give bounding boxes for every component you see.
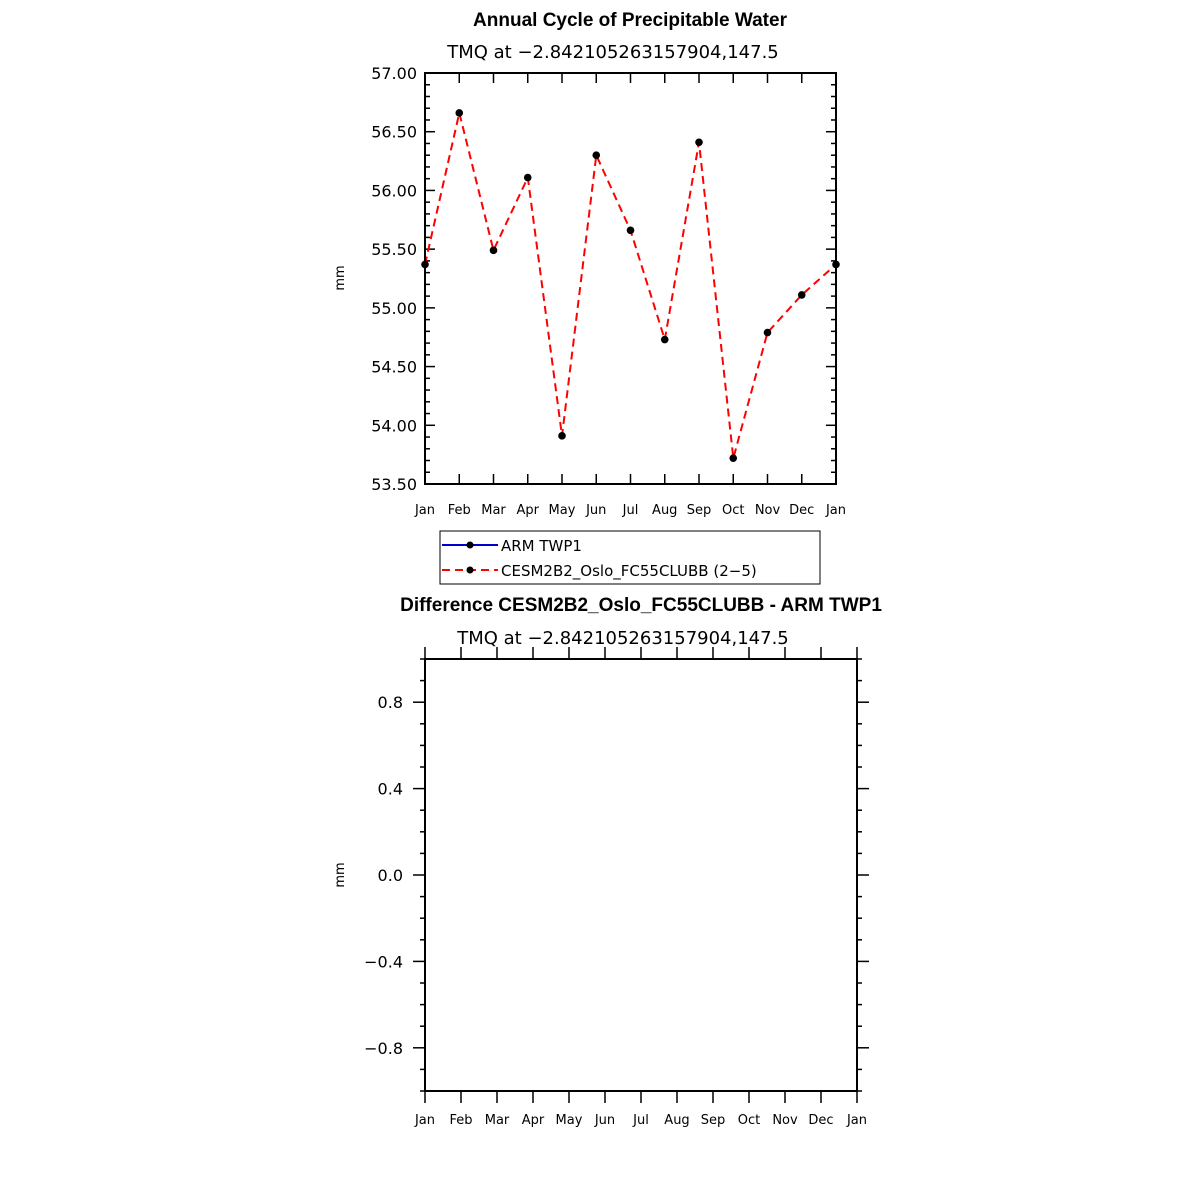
x-tick-label: Jan xyxy=(414,503,435,518)
data-point xyxy=(695,138,703,147)
y-tick-label: 56.50 xyxy=(371,123,417,142)
x-tick-label: Sep xyxy=(701,1113,726,1128)
legend: ARM TWP1 CESM2B2_Oslo_FC55CLUBB (2−5) xyxy=(439,530,821,585)
x-tick-label: Dec xyxy=(789,503,814,518)
data-point xyxy=(592,151,601,159)
y-tick-label: 54.00 xyxy=(371,416,417,435)
x-tick-label: Apr xyxy=(517,503,540,518)
data-point xyxy=(558,432,566,440)
legend-marker-arm xyxy=(466,541,474,549)
plot-frame xyxy=(424,72,837,485)
x-tick-label: Feb xyxy=(448,503,471,518)
legend-label-arm: ARM TWP1 xyxy=(501,537,582,555)
plot-frame xyxy=(424,658,858,1092)
x-tick-label: Mar xyxy=(481,503,506,518)
data-point xyxy=(797,291,806,299)
legend-label-cesm: CESM2B2_Oslo_FC55CLUBB (2−5) xyxy=(501,562,757,581)
data-point xyxy=(763,328,772,337)
chart-subtitle: TMQ at −2.842105263157904,147.5 xyxy=(446,42,779,63)
y-tick-label: 57.00 xyxy=(371,64,417,83)
x-tick-label: May xyxy=(549,503,576,518)
data-point xyxy=(489,246,498,255)
annual-cycle-chart: Annual Cycle of Precipitable Water TMQ a… xyxy=(333,10,846,518)
y-tick-label: 55.00 xyxy=(371,299,417,318)
difference-chart: Difference CESM2B2_Oslo_FC55CLUBB - ARM … xyxy=(333,595,882,1128)
y-tick-label: 0.0 xyxy=(378,866,403,885)
legend-box xyxy=(439,530,821,585)
data-point xyxy=(523,173,532,182)
chart-subtitle: TMQ at −2.842105263157904,147.5 xyxy=(456,628,789,649)
x-tick-label: Oct xyxy=(738,1113,760,1128)
x-tick-label: Nov xyxy=(772,1113,798,1128)
y-tick-label: 53.50 xyxy=(371,475,417,494)
x-tick-label: Jun xyxy=(594,1113,615,1128)
x-tick-label: Jan xyxy=(414,1113,435,1128)
y-tick-label: 56.00 xyxy=(371,181,417,200)
x-tick-label: Jan xyxy=(846,1113,867,1128)
chart-title: Difference CESM2B2_Oslo_FC55CLUBB - ARM … xyxy=(400,595,882,616)
x-tick-label: Feb xyxy=(449,1113,472,1128)
chart-title: Annual Cycle of Precipitable Water xyxy=(473,10,788,31)
x-tick-label: Sep xyxy=(687,503,712,518)
x-tick-label: Nov xyxy=(755,503,781,518)
y-tick-label: −0.8 xyxy=(364,1039,403,1058)
x-tick-label: Aug xyxy=(664,1113,689,1128)
y-axis-label: mm xyxy=(333,265,348,290)
x-tick-label: May xyxy=(556,1113,583,1128)
y-tick-label: 0.4 xyxy=(378,780,403,799)
data-point xyxy=(729,454,738,462)
y-tick-label: 0.8 xyxy=(378,693,403,712)
y-axis-label: mm xyxy=(333,862,348,887)
x-tick-label: Dec xyxy=(808,1113,833,1128)
x-tick-label: Jul xyxy=(632,1113,649,1128)
x-tick-label: Jul xyxy=(622,503,639,518)
x-tick-label: Oct xyxy=(722,503,744,518)
data-point xyxy=(660,335,669,344)
data-point xyxy=(626,226,635,235)
y-tick-label: 55.50 xyxy=(371,240,417,259)
series-line xyxy=(424,112,837,459)
x-tick-label: Jan xyxy=(825,503,846,518)
data-point xyxy=(455,109,464,117)
y-tick-label: −0.4 xyxy=(364,952,403,971)
y-tick-label: 54.50 xyxy=(371,358,417,377)
legend-marker-cesm xyxy=(466,566,474,574)
x-tick-label: Jun xyxy=(585,503,606,518)
x-tick-label: Apr xyxy=(522,1113,545,1128)
x-tick-label: Aug xyxy=(652,503,677,518)
x-tick-label: Mar xyxy=(485,1113,510,1128)
